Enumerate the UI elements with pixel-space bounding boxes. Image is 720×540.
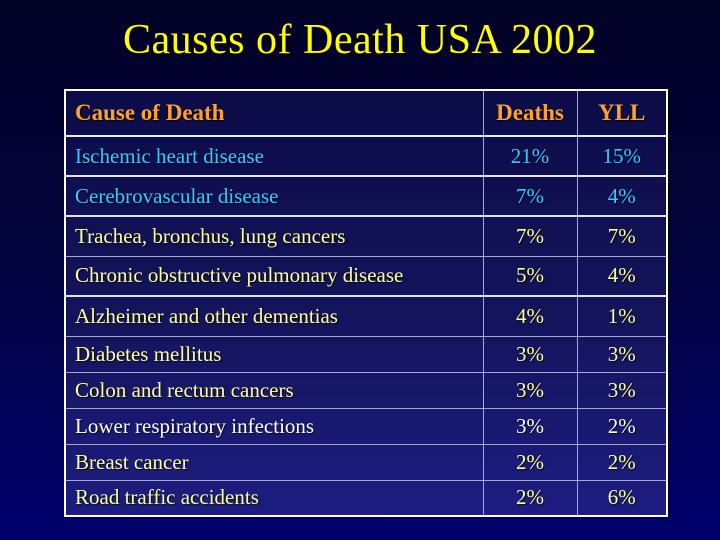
- cell-cause: Diabetes mellitus: [64, 335, 484, 373]
- cell-yll: 15%: [576, 135, 668, 177]
- cell-deaths: 2%: [482, 443, 578, 481]
- causes-of-death-table: Cause of Death Deaths YLL Ischemic heart…: [64, 89, 668, 517]
- cell-deaths: 2%: [482, 479, 578, 517]
- cell-deaths: 21%: [482, 135, 578, 177]
- cell-cause: Lower respiratory infections: [64, 407, 484, 445]
- cell-deaths: 3%: [482, 407, 578, 445]
- cell-yll: 6%: [576, 479, 668, 517]
- cell-deaths: 5%: [482, 255, 578, 297]
- slide-title: Causes of Death USA 2002: [123, 17, 597, 63]
- cell-deaths: 3%: [482, 335, 578, 373]
- cell-yll: 2%: [576, 407, 668, 445]
- cell-yll: 7%: [576, 215, 668, 257]
- cell-deaths: 7%: [482, 215, 578, 257]
- column-header-cause: Cause of Death: [64, 89, 484, 137]
- table-row: Diabetes mellitus 3% 3%: [64, 335, 668, 373]
- cell-yll: 3%: [576, 335, 668, 373]
- table-row: Breast cancer 2% 2%: [64, 443, 668, 481]
- column-header-yll: YLL: [576, 89, 668, 137]
- cell-yll: 2%: [576, 443, 668, 481]
- cell-cause: Road traffic accidents: [64, 479, 484, 517]
- cell-yll: 3%: [576, 371, 668, 409]
- cell-cause: Trachea, bronchus, lung cancers: [64, 215, 484, 257]
- table-row: Road traffic accidents 2% 6%: [64, 479, 668, 517]
- column-header-deaths: Deaths: [482, 89, 578, 137]
- cell-cause: Cerebrovascular disease: [64, 175, 484, 217]
- cell-deaths: 3%: [482, 371, 578, 409]
- table-row: Chronic obstructive pulmonary disease 5% 4…: [64, 255, 668, 297]
- cell-yll: 4%: [576, 255, 668, 297]
- cell-cause: Chronic obstructive pulmonary disease: [64, 255, 484, 297]
- table-row: Trachea, bronchus, lung cancers 7% 7%: [64, 215, 668, 257]
- cell-yll: 1%: [576, 295, 668, 337]
- cell-cause: Colon and rectum cancers: [64, 371, 484, 409]
- table-row: Colon and rectum cancers 3% 3%: [64, 371, 668, 409]
- table-row: Alzheimer and other dementias 4% 1%: [64, 295, 668, 337]
- table-header-row: Cause of Death Deaths YLL: [64, 89, 668, 137]
- table-row: Ischemic heart disease 21% 15%: [64, 135, 668, 177]
- cell-cause: Alzheimer and other dementias: [64, 295, 484, 337]
- cell-yll: 4%: [576, 175, 668, 217]
- cell-deaths: 4%: [482, 295, 578, 337]
- table-row: Cerebrovascular disease 7% 4%: [64, 175, 668, 217]
- table-body: Ischemic heart disease 21% 15% Cerebrovascu…: [64, 135, 668, 517]
- cell-cause: Breast cancer: [64, 443, 484, 481]
- cell-deaths: 7%: [482, 175, 578, 217]
- cell-cause: Ischemic heart disease: [64, 135, 484, 177]
- table-row: Lower respiratory infections 3% 2%: [64, 407, 668, 445]
